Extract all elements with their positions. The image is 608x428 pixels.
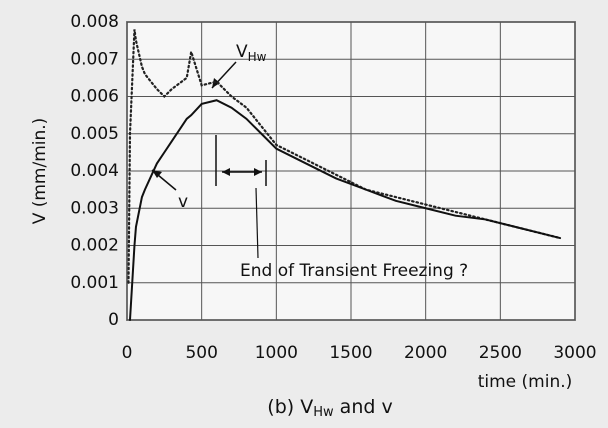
x-tick-label: 2500: [479, 343, 522, 363]
x-tick-label: 1500: [329, 343, 372, 363]
y-tick-label: 0.005: [70, 124, 119, 144]
arrow-head: [254, 168, 262, 176]
arrow-head: [222, 168, 230, 176]
title-text: (b) V: [267, 396, 313, 418]
y-tick-label: 0.001: [70, 273, 119, 293]
y-tick-label: 0.003: [70, 198, 119, 218]
leader-line: [255, 187, 259, 259]
y-tick-label: 0.004: [70, 161, 119, 181]
y-tick-label: 0: [108, 310, 119, 330]
x-tick-label: 2000: [404, 343, 447, 363]
x-tick-label: 0: [122, 343, 133, 363]
arrow-head: [212, 78, 220, 88]
y-tick-label: 0.006: [70, 87, 119, 107]
annotation-sub: Hw: [248, 50, 267, 64]
y-axis-label: V (mm/min.): [30, 118, 50, 225]
y-tick-label: 0.002: [70, 236, 119, 256]
x-tick-label: 3000: [553, 343, 596, 363]
series-line: [127, 29, 562, 284]
title-rest: and v: [334, 396, 393, 418]
y-tick-label: 0.008: [70, 12, 119, 32]
title-sub: Hw: [313, 405, 334, 420]
annotation-text: V: [236, 42, 248, 62]
x-axis-label: time (min.): [478, 372, 573, 392]
chart-title: (b) VHw and v: [267, 396, 392, 420]
arrow-head: [152, 170, 162, 178]
x-tick-label: 1000: [255, 343, 298, 363]
series-line: [128, 99, 562, 321]
annotation: End of Transient Freezing ?: [240, 261, 468, 281]
annotation: VHw: [236, 42, 267, 64]
y-tick-label: 0.007: [70, 49, 119, 69]
x-tick-label: 500: [185, 343, 217, 363]
annotation: v: [178, 192, 188, 212]
